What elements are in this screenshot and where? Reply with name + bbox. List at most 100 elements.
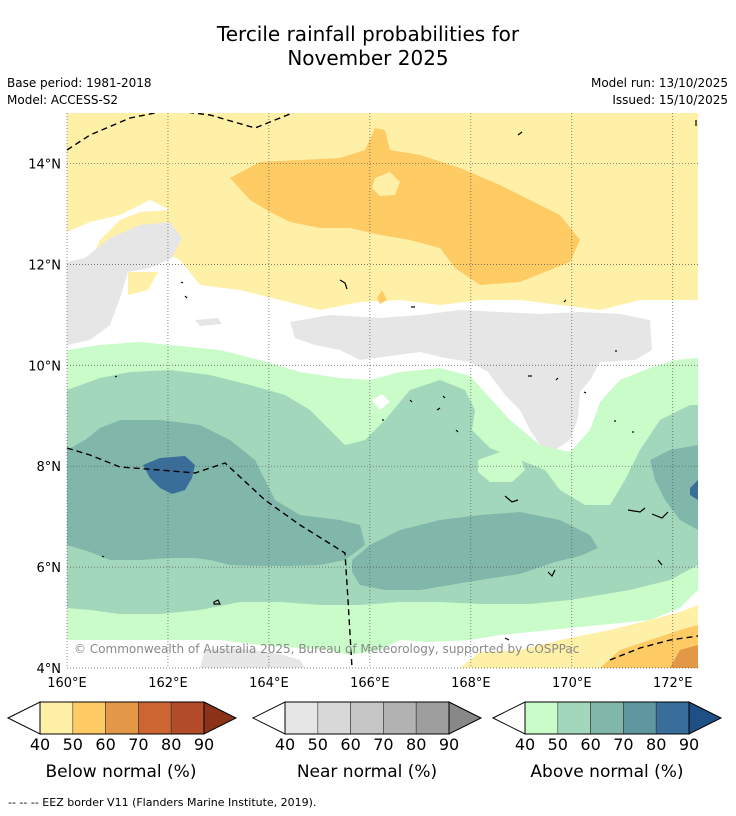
island — [547, 569, 556, 578]
island — [436, 407, 441, 411]
colorbar-swatch — [557, 701, 591, 735]
colorbar-tick-label: 90 — [439, 735, 459, 754]
below-normal-40-patch — [128, 272, 158, 295]
colorbar-extension-high — [688, 701, 723, 735]
island — [504, 495, 519, 503]
below-normal-50-south — [600, 625, 698, 668]
below-normal-label: Below normal (%) — [45, 762, 197, 782]
title-line-2: November 2025 — [287, 46, 449, 70]
eez-border-west — [67, 447, 353, 668]
lat-label: 6°N — [37, 561, 62, 576]
island — [627, 507, 646, 513]
above-normal-label: Above normal (%) — [530, 762, 684, 782]
island — [563, 299, 567, 303]
island — [583, 391, 587, 394]
colorbar-tick-label: 40 — [30, 735, 50, 754]
copyright-text: © Commonwealth of Australia 2025, Bureau… — [74, 642, 579, 656]
above-normal-hole — [372, 394, 390, 410]
colorbar-swatch — [655, 701, 690, 735]
colorbar-swatch — [590, 701, 624, 735]
above-normal-60-west — [67, 420, 365, 566]
near-normal-40-central — [290, 310, 652, 450]
lon-label: 160°E — [47, 676, 87, 691]
issued-date: Issued: 15/10/2025 — [612, 93, 728, 107]
lon-label: 164°E — [249, 676, 289, 691]
island — [339, 279, 348, 290]
probability-fields — [67, 113, 698, 668]
island — [442, 395, 446, 399]
title-line-1: Tercile rainfall probabilities for — [216, 22, 520, 46]
colorbar-outline — [39, 701, 205, 735]
colorbar-tick-label: 80 — [646, 735, 666, 754]
colorbar-tick-label: 80 — [161, 735, 181, 754]
colorbar-tick-label: 70 — [613, 735, 633, 754]
left-metadata: Base period: 1981-2018 Model: ACCESS-S2 — [7, 75, 152, 109]
island — [651, 511, 669, 519]
island — [101, 555, 105, 558]
eez-borders — [67, 113, 698, 668]
colorbar-tick-label: 40 — [275, 735, 295, 754]
colorbar-tick-label: 90 — [679, 735, 699, 754]
colorbar-tick-label: 90 — [194, 735, 214, 754]
above-normal-70-region — [143, 456, 195, 494]
colorbar-swatch — [39, 701, 74, 735]
colorbar-tick-label: 60 — [340, 735, 360, 754]
colorbar-tick-label: 40 — [515, 735, 535, 754]
island — [555, 377, 559, 381]
lon-label: 162°E — [148, 676, 188, 691]
near-normal-label: Near normal (%) — [296, 762, 438, 782]
colorbar-swatch — [72, 701, 106, 735]
above-normal-70-east — [690, 480, 698, 500]
colorbar-swatch — [350, 701, 384, 735]
colorbar-swatch — [317, 701, 351, 735]
colorbar-extension-low — [251, 701, 286, 735]
colorbar-extension-high — [448, 701, 483, 735]
colorbar-swatch — [524, 701, 559, 735]
below-normal-50-islet — [377, 290, 387, 304]
colorbar-swatch — [138, 701, 172, 735]
lon-label: 170°E — [552, 676, 592, 691]
colorbar-near-normal: 40 50 60 70 80 90 — [251, 701, 483, 754]
colorbar-outline — [524, 701, 690, 735]
island — [409, 399, 413, 403]
colorbar-swatch — [383, 701, 417, 735]
islands — [101, 120, 697, 641]
colorbar-tick-label: 80 — [406, 735, 426, 754]
colorbar-tick-label: 70 — [128, 735, 148, 754]
island — [517, 131, 523, 136]
colorbar-tick-label: 60 — [580, 735, 600, 754]
near-normal-40-small — [195, 318, 222, 326]
above-normal-50-hole — [478, 452, 525, 482]
island — [184, 295, 188, 299]
island — [504, 637, 510, 641]
colorbar-extension-low — [491, 701, 526, 735]
colorbar-swatch — [623, 701, 657, 735]
colorbar-above-normal: 40 50 60 70 80 90 — [491, 701, 723, 754]
graticule — [66, 113, 698, 669]
colorbar-outline — [284, 701, 450, 735]
colorbar-swatch — [415, 701, 450, 735]
island — [455, 429, 459, 433]
colorbar-tick-label: 70 — [373, 735, 393, 754]
colorbar-below-normal: 40 50 60 70 80 90 — [6, 701, 238, 754]
base-period: Base period: 1981-2018 — [7, 76, 152, 90]
island — [114, 375, 118, 378]
colorbar-swatch — [105, 701, 139, 735]
near-normal-40-west — [67, 222, 182, 345]
right-metadata: Model run: 13/10/2025 Issued: 15/10/2025 — [591, 75, 728, 109]
colorbar-tick-label: 50 — [548, 735, 568, 754]
lat-label: 4°N — [37, 662, 62, 677]
lat-label: 8°N — [37, 460, 62, 475]
colorbar-swatch — [170, 701, 205, 735]
island — [657, 559, 663, 566]
colorbar-swatch — [284, 701, 319, 735]
latitude-labels: 14°N 12°N 10°N 8°N 6°N 4°N — [28, 157, 61, 677]
eez-footnote: -- -- -- EEZ border V11 (Flanders Marine… — [8, 796, 317, 809]
below-normal-50-region — [230, 128, 580, 285]
colorbar-extension-low — [6, 701, 41, 735]
colorbar-tick-label: 50 — [308, 735, 328, 754]
colorbar-tick-label: 50 — [63, 735, 83, 754]
lon-label: 168°E — [451, 676, 491, 691]
colorbar-tick-label: 60 — [95, 735, 115, 754]
